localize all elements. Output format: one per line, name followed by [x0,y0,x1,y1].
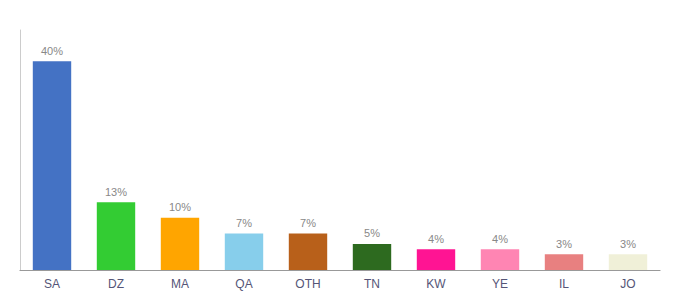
svg-text:TN: TN [364,277,380,291]
svg-text:QA: QA [235,277,252,291]
svg-text:YE: YE [492,277,508,291]
svg-text:IL: IL [559,277,569,291]
svg-text:7%: 7% [300,217,316,229]
svg-text:4%: 4% [492,233,508,245]
svg-text:SA: SA [44,277,60,291]
svg-text:JO: JO [620,277,635,291]
svg-text:3%: 3% [556,238,572,250]
svg-text:MA: MA [171,277,189,291]
svg-text:OTH: OTH [295,277,320,291]
svg-text:13%: 13% [105,186,127,198]
svg-text:3%: 3% [620,238,636,250]
svg-text:DZ: DZ [108,277,124,291]
svg-text:5%: 5% [364,227,380,239]
svg-text:10%: 10% [169,201,191,213]
svg-text:4%: 4% [428,233,444,245]
svg-text:KW: KW [426,277,446,291]
svg-text:40%: 40% [41,45,63,57]
svg-text:7%: 7% [236,217,252,229]
